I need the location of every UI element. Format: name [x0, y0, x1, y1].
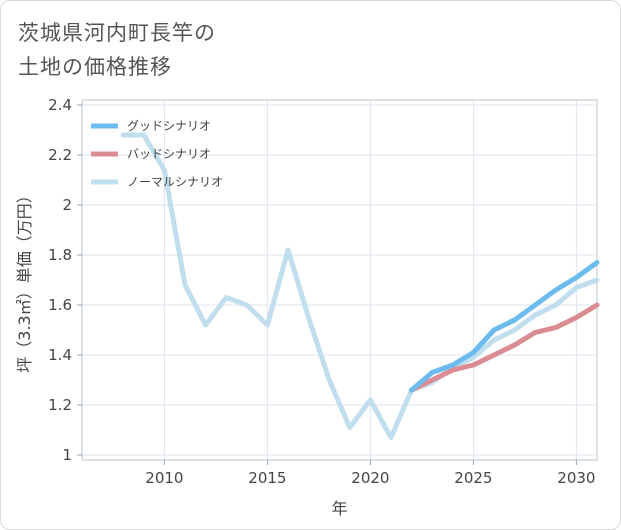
- title-line-2: 土地の価格推移: [18, 55, 172, 79]
- y-tick-label: 1.4: [48, 346, 72, 364]
- series-line-2: [409, 302, 600, 393]
- y-axis-label: 坪（3.3㎡）単価（万円）: [15, 187, 34, 372]
- title-line-1: 茨城県河内町長竿の: [18, 21, 216, 45]
- y-tick-label: 1: [62, 446, 72, 464]
- x-tick-label: 2030: [557, 469, 595, 487]
- y-tick-label: 2.2: [48, 146, 72, 164]
- legend-label: ノーマルシナリオ: [127, 175, 223, 189]
- x-tick-label: 2015: [248, 469, 286, 487]
- x-tick-label: 2020: [351, 469, 389, 487]
- y-tick-label: 2: [62, 196, 72, 214]
- x-axis-ticks: 2010 2015 2020 2025 2030: [145, 460, 595, 487]
- y-tick-label: 1.2: [48, 396, 72, 414]
- y-tick-label: 1.6: [48, 296, 72, 314]
- chart-title: 茨城県河内町長竿の 土地の価格推移: [18, 16, 216, 84]
- x-axis-label: 年: [331, 499, 347, 518]
- series-line-3: [120, 132, 600, 440]
- legend-label: グッドシナリオ: [127, 119, 211, 133]
- y-tick-label: 1.8: [48, 246, 72, 264]
- series-line-1: [409, 260, 600, 393]
- series-lines: [120, 132, 600, 440]
- x-tick-label: 2010: [145, 469, 183, 487]
- x-tick-label: 2025: [454, 469, 492, 487]
- y-axis-ticks: 1 1.2 1.4 1.6 1.8 2 2.2 2.4: [48, 96, 82, 464]
- y-tick-label: 2.4: [48, 96, 72, 114]
- legend-label: バッドシナリオ: [127, 147, 211, 161]
